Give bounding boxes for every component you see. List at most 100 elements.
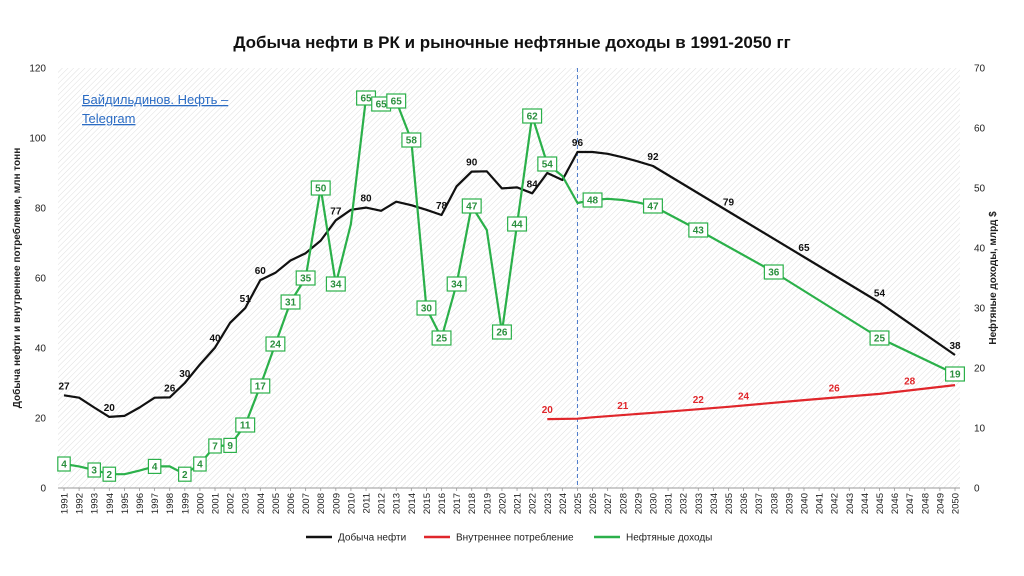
production-data-label: 78 — [436, 201, 448, 212]
revenue-label-text: 24 — [270, 340, 282, 351]
x-tick-label: 2028 — [618, 493, 629, 514]
source-link[interactable]: Байдильдинов. Нефть – — [82, 92, 229, 107]
revenue-data-label: 24 — [265, 336, 286, 352]
y-axis-left-label: Добыча нефти и внутреннее потребление, м… — [11, 148, 23, 408]
x-tick-label: 2011 — [362, 493, 373, 513]
x-tick-label: 2010 — [346, 493, 357, 514]
revenue-data-label: 47 — [461, 198, 482, 214]
revenue-data-label: 65 — [386, 93, 407, 109]
production-data-label: 54 — [874, 289, 886, 300]
production-data-label: 84 — [527, 179, 539, 190]
production-data-label: 40 — [209, 334, 221, 345]
revenue-data-label: 11 — [235, 417, 256, 433]
y-right-tick-label: 10 — [974, 424, 986, 435]
x-tick-label: 2017 — [452, 493, 463, 514]
source-link-telegram[interactable]: Telegram — [82, 111, 135, 126]
revenue-label-box — [446, 276, 467, 292]
revenue-label-text: 35 — [300, 274, 312, 285]
x-tick-label: 2026 — [588, 493, 599, 514]
x-tick-label: 2036 — [739, 493, 750, 514]
legend-label-0: Добыча нефти — [338, 532, 406, 544]
revenue-data-label: 26 — [491, 324, 512, 340]
revenue-label-text: 44 — [511, 220, 523, 231]
revenue-label-box — [944, 366, 965, 382]
x-tick-label: 1992 — [75, 493, 86, 514]
x-tick-label: 2004 — [256, 493, 267, 514]
x-tick-label: 1991 — [60, 493, 71, 514]
revenue-label-text: 62 — [527, 112, 539, 123]
revenue-data-label: 48 — [582, 192, 603, 208]
revenue-label-box — [537, 156, 558, 172]
revenue-label-text: 9 — [227, 441, 233, 452]
revenue-label-text: 34 — [330, 280, 342, 291]
revenue-data-label: 30 — [416, 300, 437, 316]
revenue-data-label: 35 — [295, 270, 316, 286]
revenue-label-box — [642, 198, 663, 214]
y-right-tick-label: 30 — [974, 304, 986, 315]
revenue-label-text: 3 — [91, 466, 97, 477]
x-tick-label: 2029 — [633, 493, 644, 514]
x-tick-label: 2044 — [860, 493, 871, 514]
revenue-label-box — [265, 336, 286, 352]
x-tick-label: 2014 — [407, 493, 418, 514]
revenue-label-text: 4 — [197, 460, 203, 471]
series-line-0 — [63, 150, 956, 418]
consumption-data-label: 22 — [693, 395, 705, 406]
revenue-label-box — [250, 378, 271, 394]
revenue-data-label: 3 — [87, 462, 102, 478]
x-tick-label: 2049 — [935, 493, 946, 514]
x-tick-label: 2045 — [875, 493, 886, 514]
y-left-tick-label: 20 — [35, 414, 47, 425]
revenue-data-label: 4 — [193, 456, 207, 472]
x-tick-label: 2009 — [331, 493, 342, 514]
x-tick-label: 2037 — [754, 493, 765, 514]
production-data-label: 27 — [58, 381, 70, 392]
revenue-label-text: 34 — [451, 280, 463, 291]
production-data-label: 51 — [240, 294, 252, 305]
revenue-label-text: 2 — [107, 470, 113, 481]
x-tick-label: 2027 — [603, 493, 614, 514]
revenue-label-text: 2 — [182, 470, 188, 481]
revenue-label-box — [431, 330, 452, 346]
revenue-label-text: 19 — [949, 370, 961, 381]
revenue-label-box — [763, 264, 784, 280]
production-data-label: 77 — [330, 206, 342, 217]
revenue-data-label: 25 — [869, 330, 890, 346]
x-tick-label: 2032 — [679, 493, 690, 514]
x-tick-label: 2040 — [799, 493, 810, 514]
revenue-label-text: 65 — [360, 94, 372, 105]
production-data-label: 38 — [949, 341, 961, 352]
y-left-tick-label: 120 — [29, 64, 46, 75]
revenue-label-box — [325, 276, 346, 292]
revenue-data-label: 50 — [310, 180, 331, 196]
revenue-label-box — [416, 300, 437, 316]
x-tick-label: 2025 — [573, 493, 584, 514]
revenue-label-text: 47 — [647, 202, 659, 213]
x-tick-label: 2041 — [815, 493, 826, 514]
series-line-1 — [547, 384, 956, 421]
x-tick-label: 1994 — [105, 493, 116, 514]
revenue-data-label: 17 — [250, 378, 271, 394]
production-data-label: 20 — [104, 403, 116, 414]
x-tick-label: 2021 — [513, 493, 524, 514]
revenue-label-text: 58 — [406, 136, 418, 147]
revenue-label-text: 43 — [693, 226, 705, 237]
revenue-label-box — [688, 222, 709, 238]
x-tick-label: 2000 — [195, 493, 206, 514]
x-tick-label: 2046 — [890, 493, 901, 514]
x-tick-label: 2002 — [226, 493, 237, 514]
x-tick-label: 1998 — [165, 493, 176, 514]
production-data-label: 80 — [360, 194, 372, 205]
revenue-data-label: 58 — [401, 132, 422, 148]
y-right-tick-label: 0 — [974, 484, 980, 495]
revenue-data-label: 34 — [446, 276, 467, 292]
revenue-data-label: 36 — [763, 264, 784, 280]
x-tick-label: 2008 — [316, 493, 327, 514]
y-right-tick-label: 20 — [974, 364, 986, 375]
revenue-label-box — [193, 456, 207, 472]
revenue-label-box — [235, 417, 256, 433]
revenue-label-text: 17 — [255, 382, 267, 393]
revenue-label-box — [208, 438, 222, 454]
revenue-label-box — [87, 462, 102, 478]
